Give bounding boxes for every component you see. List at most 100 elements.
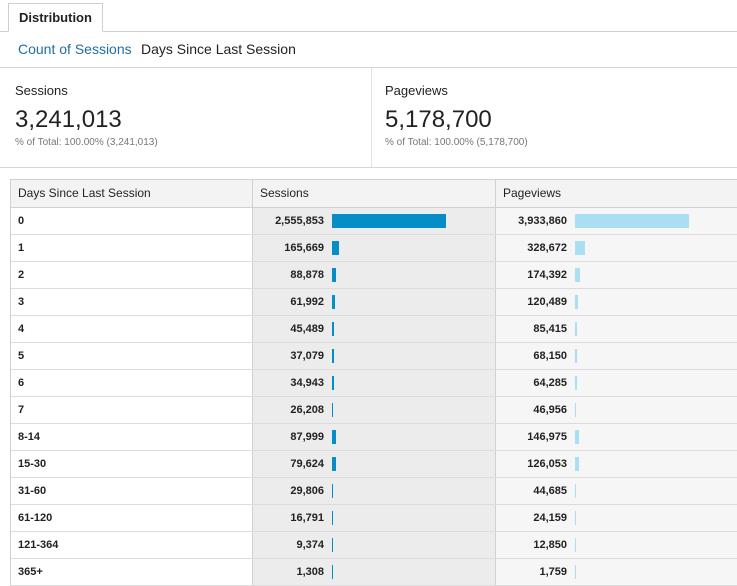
- sessions-cell: 37,079: [253, 343, 496, 369]
- row-key: 5: [11, 343, 253, 369]
- sessions-cell: 88,878: [253, 262, 496, 288]
- count-of-sessions-link[interactable]: Count of Sessions: [18, 41, 132, 57]
- pageviews-bar: [575, 565, 576, 579]
- pageviews-value: 126,053: [527, 458, 567, 470]
- row-key: 8-14: [11, 424, 253, 450]
- pageviews-cell: 174,392: [496, 262, 737, 288]
- sessions-metric: Sessions 3,241,013 % of Total: 100.00% (…: [15, 68, 371, 167]
- sessions-value: 79,624: [290, 458, 324, 470]
- sessions-cell: 16,791: [253, 505, 496, 531]
- table-row: 31-60 29,806 44,685: [11, 478, 737, 505]
- pageviews-bar: [575, 376, 577, 390]
- column-header-days[interactable]: Days Since Last Session: [11, 180, 253, 207]
- table-row: 8-14 87,999 146,975: [11, 424, 737, 451]
- pageviews-bar: [575, 403, 576, 417]
- sessions-value: 165,669: [284, 242, 324, 254]
- row-key: 31-60: [11, 478, 253, 504]
- sessions-value: 1,308: [296, 566, 324, 578]
- pageviews-cell: 1,759: [496, 559, 737, 585]
- pageviews-value: 44,685: [533, 485, 567, 497]
- table-row: 61-120 16,791 24,159: [11, 505, 737, 532]
- pageviews-bar: [575, 457, 579, 471]
- sessions-bar: [332, 322, 334, 336]
- pageviews-bar: [575, 538, 576, 552]
- row-key: 121-364: [11, 532, 253, 558]
- row-key: 61-120: [11, 505, 253, 531]
- pageviews-bar: [575, 295, 578, 309]
- column-header-sessions[interactable]: Sessions: [253, 180, 496, 207]
- table-body: 0 2,555,853 3,933,860 1 165,669 328,672 2 88,87…: [11, 208, 737, 586]
- table-row: 5 37,079 68,150: [11, 343, 737, 370]
- sessions-value: 26,208: [290, 404, 324, 416]
- pageviews-bar: [575, 214, 689, 228]
- sessions-bar: [332, 241, 339, 255]
- pageviews-value: 24,159: [533, 512, 567, 524]
- sessions-bar: [332, 457, 336, 471]
- pageviews-metric-total: % of Total: 100.00% (5,178,700): [385, 137, 528, 148]
- sessions-metric-value: 3,241,013: [15, 106, 122, 133]
- pageviews-cell: 126,053: [496, 451, 737, 477]
- sessions-bar: [332, 214, 446, 228]
- sessions-bar: [332, 403, 333, 417]
- pageviews-value: 68,150: [533, 350, 567, 362]
- sessions-value: 45,489: [290, 323, 324, 335]
- pageviews-value: 328,672: [527, 242, 567, 254]
- table-row: 121-364 9,374 12,850: [11, 532, 737, 559]
- tab-bar: Distribution: [0, 0, 737, 32]
- distribution-table: Days Since Last Session Sessions Pagevie…: [10, 179, 737, 586]
- sessions-cell: 34,943: [253, 370, 496, 396]
- table-row: 7 26,208 46,956: [11, 397, 737, 424]
- table-row: 4 45,489 85,415: [11, 316, 737, 343]
- sessions-bar: [332, 295, 335, 309]
- pageviews-value: 120,489: [527, 296, 567, 308]
- sessions-cell: 45,489: [253, 316, 496, 342]
- column-header-pageviews[interactable]: Pageviews: [503, 186, 562, 200]
- sessions-value: 37,079: [290, 350, 324, 362]
- pageviews-cell: 64,285: [496, 370, 737, 396]
- pageviews-value: 46,956: [533, 404, 567, 416]
- sessions-value: 9,374: [296, 539, 324, 551]
- pageviews-cell: 24,159: [496, 505, 737, 531]
- sessions-value: 16,791: [290, 512, 324, 524]
- pageviews-bar: [575, 484, 576, 498]
- pageviews-cell: 120,489: [496, 289, 737, 315]
- sessions-bar: [332, 376, 334, 390]
- pageviews-value: 174,392: [527, 269, 567, 281]
- table-row: 15-30 79,624 126,053: [11, 451, 737, 478]
- pageviews-cell: 68,150: [496, 343, 737, 369]
- sessions-bar: [332, 511, 333, 525]
- pageviews-cell: 146,975: [496, 424, 737, 450]
- sessions-value: 29,806: [290, 485, 324, 497]
- table-row: 0 2,555,853 3,933,860: [11, 208, 737, 235]
- table-header: Days Since Last Session Sessions Pagevie…: [11, 180, 737, 208]
- pageviews-value: 3,933,860: [518, 215, 567, 227]
- pageviews-metric-label: Pageviews: [385, 83, 448, 98]
- table-row: 1 165,669 328,672: [11, 235, 737, 262]
- pageviews-bar: [575, 349, 577, 363]
- sessions-value: 34,943: [290, 377, 324, 389]
- sessions-bar: [332, 268, 336, 282]
- pageviews-bar: [575, 430, 579, 444]
- table-row: 2 88,878 174,392: [11, 262, 737, 289]
- sessions-cell: 29,806: [253, 478, 496, 504]
- row-key: 7: [11, 397, 253, 423]
- row-key: 4: [11, 316, 253, 342]
- row-key: 365+: [11, 559, 253, 585]
- sessions-bar: [332, 538, 333, 552]
- pageviews-value: 64,285: [533, 377, 567, 389]
- sessions-cell: 26,208: [253, 397, 496, 423]
- sessions-cell: 2,555,853: [253, 208, 496, 234]
- pageviews-bar: [575, 241, 585, 255]
- table-row: 365+ 1,308 1,759: [11, 559, 737, 586]
- pageviews-cell: 3,933,860: [496, 208, 737, 234]
- sessions-cell: 87,999: [253, 424, 496, 450]
- pageviews-value: 12,850: [533, 539, 567, 551]
- sessions-value: 2,555,853: [275, 215, 324, 227]
- tab-distribution[interactable]: Distribution: [8, 3, 103, 32]
- row-key: 3: [11, 289, 253, 315]
- sessions-bar: [332, 430, 336, 444]
- row-key: 1: [11, 235, 253, 261]
- pageviews-bar: [575, 268, 580, 282]
- pageviews-bar: [575, 322, 577, 336]
- sessions-bar: [332, 565, 333, 579]
